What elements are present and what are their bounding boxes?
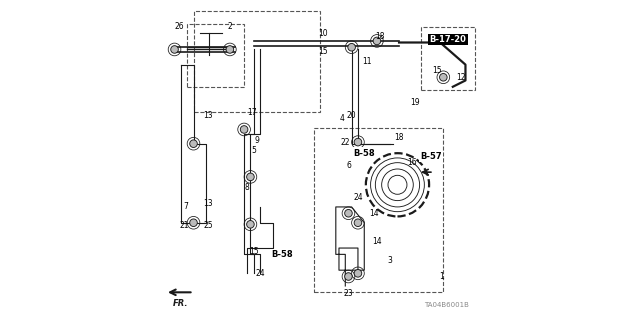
Text: 26: 26 (175, 22, 184, 31)
Text: 18: 18 (375, 32, 385, 41)
Text: 1: 1 (440, 272, 444, 281)
Circle shape (189, 219, 197, 226)
Text: 22: 22 (340, 137, 350, 147)
Text: B-58: B-58 (353, 149, 375, 158)
Text: 13: 13 (203, 111, 212, 120)
Circle shape (189, 140, 197, 147)
Text: 12: 12 (456, 73, 465, 82)
Text: 14: 14 (372, 237, 381, 246)
Circle shape (354, 219, 362, 226)
Circle shape (440, 73, 447, 81)
Text: 17: 17 (247, 108, 257, 116)
Text: 24: 24 (353, 193, 363, 202)
Text: 15: 15 (318, 48, 328, 56)
Text: B-57: B-57 (420, 152, 442, 161)
Text: 21: 21 (179, 221, 189, 230)
Text: B-17-20: B-17-20 (429, 35, 467, 44)
Text: 24: 24 (255, 269, 265, 278)
Circle shape (373, 37, 381, 45)
Text: B-58: B-58 (271, 250, 293, 259)
Circle shape (348, 43, 355, 51)
Text: 2: 2 (227, 22, 232, 31)
Text: 20: 20 (347, 111, 356, 120)
Text: 15: 15 (432, 66, 442, 76)
Text: TA04B6001B: TA04B6001B (424, 302, 468, 308)
Text: 6: 6 (346, 161, 351, 170)
Text: 4: 4 (340, 114, 344, 123)
Text: 18: 18 (394, 133, 404, 142)
Circle shape (171, 46, 179, 53)
Circle shape (345, 210, 352, 217)
Text: 5: 5 (251, 145, 256, 154)
Text: FR.: FR. (173, 299, 189, 308)
Text: 7: 7 (183, 203, 188, 211)
Text: 3: 3 (387, 256, 392, 265)
Text: 11: 11 (363, 57, 372, 66)
Text: 9: 9 (254, 136, 259, 145)
Circle shape (246, 220, 254, 228)
Circle shape (246, 173, 254, 181)
Circle shape (354, 138, 362, 146)
Text: 19: 19 (410, 98, 420, 107)
Text: 25: 25 (204, 221, 214, 230)
Text: 8: 8 (245, 183, 250, 192)
Text: 13: 13 (203, 199, 212, 208)
Circle shape (345, 273, 352, 280)
Text: 23: 23 (344, 289, 353, 298)
Circle shape (240, 126, 248, 133)
Text: 16: 16 (407, 158, 417, 167)
Circle shape (354, 270, 362, 277)
Text: 15: 15 (249, 247, 259, 256)
Circle shape (226, 46, 234, 53)
Text: 10: 10 (318, 28, 328, 38)
Text: 14: 14 (369, 209, 379, 218)
